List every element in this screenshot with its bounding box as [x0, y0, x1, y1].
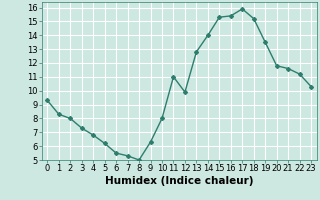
X-axis label: Humidex (Indice chaleur): Humidex (Indice chaleur): [105, 176, 253, 186]
